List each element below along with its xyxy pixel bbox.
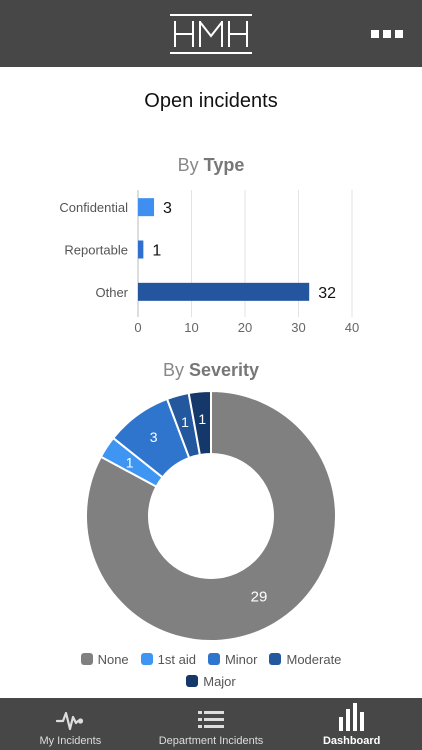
category-label: Reportable (64, 243, 128, 258)
by-type-title-prefix: By (177, 155, 199, 175)
tab-dashboard[interactable]: Dashboard (281, 698, 422, 750)
by-type-title: By Type (0, 155, 422, 176)
by-severity-title: By Severity (0, 360, 422, 381)
legend-row: Major (0, 670, 422, 692)
slice-value-label: 3 (150, 429, 158, 445)
bar-value-label: 3 (163, 200, 172, 217)
tab-department-incidents[interactable]: Department Incidents (141, 698, 282, 750)
legend-row: None 1st aid Minor Moderate (0, 648, 422, 670)
category-label: Other (95, 285, 128, 300)
hmh-logo (170, 14, 252, 54)
more-menu-button[interactable] (352, 18, 422, 50)
by-severity-title-bold: Severity (188, 360, 260, 380)
legend-item-none[interactable]: None (80, 651, 129, 667)
dot-icon (383, 30, 391, 38)
slice-major[interactable] (187, 389, 212, 457)
x-tick-label: 10 (184, 320, 198, 335)
legend-swatch (269, 653, 282, 665)
bar-reportable[interactable] (138, 240, 144, 259)
legend-swatch (207, 653, 220, 665)
page-title: Open incidents (144, 90, 278, 112)
legend-item-1st-aid[interactable]: 1st aid (140, 651, 196, 667)
legend-label: Minor (224, 651, 258, 667)
slice-none[interactable] (85, 389, 337, 642)
list-icon (198, 711, 224, 728)
legend-swatch (140, 653, 153, 665)
bar-other[interactable] (138, 282, 310, 301)
slice-value-label: 1 (126, 454, 134, 470)
legend-item-major[interactable]: Major (186, 674, 236, 689)
legend-swatch (186, 675, 199, 687)
tab-my-incidents[interactable]: My Incidents (0, 698, 141, 750)
legend-label: None (97, 651, 129, 667)
tab-label: Dashboard (322, 735, 381, 747)
legend-item-moderate[interactable]: Moderate (269, 652, 341, 667)
legend-swatch (80, 653, 93, 665)
slice-value-label: 1 (198, 411, 206, 427)
legend-label: Major (203, 673, 236, 689)
severity-legend: None 1st aid Minor Moderate Major (0, 648, 422, 692)
tab-label: My Incidents (39, 735, 102, 747)
x-tick-label: 20 (238, 320, 252, 335)
by-severity-title-prefix: By (162, 360, 184, 380)
x-tick-label: 30 (291, 320, 305, 335)
by-type-bar-chart: 0 10 20 30 40 Confidential 3 Reportable 1 Other 32 (59, 190, 359, 335)
dot-icon (371, 30, 379, 38)
top-bar (0, 0, 422, 67)
bar-value-label: 1 (152, 243, 161, 260)
x-tick-label: 40 (345, 320, 359, 335)
category-label: Confidential (59, 200, 128, 215)
tab-label: Department Incidents (158, 735, 264, 747)
legend-item-minor[interactable]: Minor (207, 651, 258, 667)
bar-chart-icon (338, 703, 364, 731)
legend-label: 1st aid (157, 651, 196, 667)
bar-value-label: 32 (318, 285, 336, 302)
slice-value-label: 29 (251, 588, 268, 605)
bottom-tab-bar: My Incidents Department Incidents Dashbo… (0, 698, 422, 750)
x-tick-label: 0 (134, 320, 141, 335)
slice-value-label: 1 (181, 414, 189, 430)
heartbeat-icon (56, 711, 84, 731)
by-type-title-bold: Type (203, 155, 245, 175)
bar-confidential[interactable] (138, 198, 155, 217)
legend-label: Moderate (286, 651, 342, 667)
dot-icon (395, 30, 403, 38)
